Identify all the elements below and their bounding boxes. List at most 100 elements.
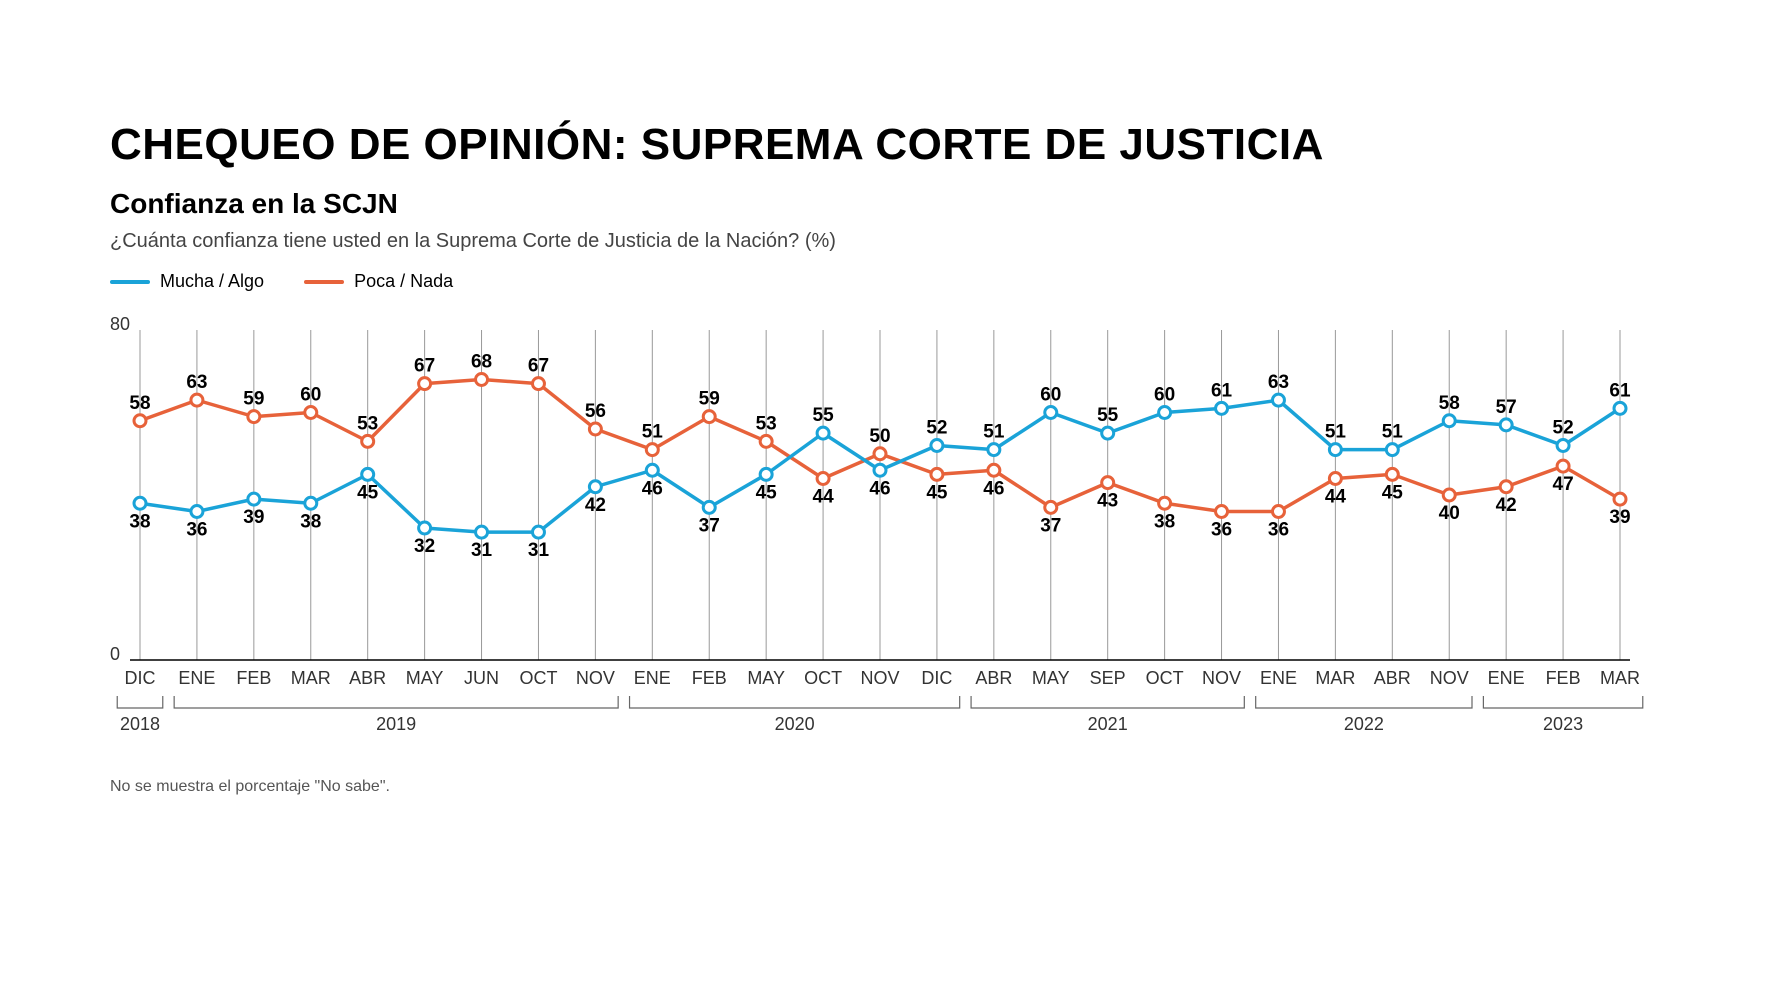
month-label: SEP bbox=[1090, 668, 1126, 688]
marker-series1 bbox=[646, 464, 658, 476]
value-label-series1: 63 bbox=[1268, 372, 1289, 393]
value-label-series2: 38 bbox=[1154, 511, 1175, 532]
value-label-series2: 42 bbox=[1496, 495, 1517, 516]
month-label: MAR bbox=[291, 668, 331, 688]
chart-title: CHEQUEO DE OPINIÓN: SUPREMA CORTE DE JUS… bbox=[110, 120, 1666, 170]
legend-swatch-series1 bbox=[110, 280, 150, 284]
marker-series1 bbox=[1557, 440, 1569, 452]
year-label: 2018 bbox=[120, 714, 160, 734]
marker-series2 bbox=[760, 435, 772, 447]
footnote: No se muestra el porcentaje "No sabe". bbox=[110, 778, 1666, 796]
month-label: ABR bbox=[349, 668, 386, 688]
value-label-series1: 39 bbox=[243, 507, 264, 528]
value-label-series1: 51 bbox=[983, 422, 1005, 443]
marker-series2 bbox=[362, 435, 374, 447]
value-label-series2: 56 bbox=[585, 401, 606, 422]
value-label-series2: 36 bbox=[1268, 520, 1289, 541]
marker-series1 bbox=[874, 464, 886, 476]
month-label: JUN bbox=[464, 668, 499, 688]
month-label: NOV bbox=[1202, 668, 1241, 688]
value-label-series2: 39 bbox=[1609, 507, 1630, 528]
marker-series2 bbox=[1102, 477, 1114, 489]
month-label: MAY bbox=[1032, 668, 1070, 688]
month-label: FEB bbox=[236, 668, 271, 688]
legend-label-series2: Poca / Nada bbox=[354, 271, 453, 292]
marker-series1 bbox=[1102, 427, 1114, 439]
value-label-series1: 45 bbox=[357, 482, 379, 503]
value-label-series2: 37 bbox=[1040, 515, 1061, 536]
value-label-series1: 60 bbox=[1040, 385, 1061, 406]
value-label-series1: 52 bbox=[1553, 418, 1574, 439]
value-label-series2: 45 bbox=[926, 482, 948, 503]
marker-series1 bbox=[817, 427, 829, 439]
value-label-series1: 61 bbox=[1211, 380, 1233, 401]
y-tick-max: 80 bbox=[110, 314, 130, 334]
year-bracket bbox=[1256, 696, 1472, 708]
marker-series2 bbox=[1614, 493, 1626, 505]
marker-series1 bbox=[532, 526, 544, 538]
month-label: MAY bbox=[747, 668, 785, 688]
marker-series1 bbox=[419, 522, 431, 534]
marker-series1 bbox=[1329, 444, 1341, 456]
month-label: OCT bbox=[804, 668, 842, 688]
value-label-series2: 59 bbox=[243, 389, 264, 410]
marker-series2 bbox=[931, 468, 943, 480]
month-label: ENE bbox=[634, 668, 671, 688]
year-bracket bbox=[630, 696, 960, 708]
month-label: ENE bbox=[178, 668, 215, 688]
line-chart: 8005838633659396038534567326831673156425… bbox=[110, 300, 1666, 770]
year-label: 2023 bbox=[1543, 714, 1583, 734]
value-label-series2: 67 bbox=[414, 356, 435, 377]
marker-series2 bbox=[1443, 489, 1455, 501]
chart-subtitle: Confianza en la SCJN bbox=[110, 188, 1666, 220]
value-label-series1: 36 bbox=[186, 520, 207, 541]
month-label: ENE bbox=[1488, 668, 1525, 688]
value-label-series1: 38 bbox=[129, 511, 150, 532]
value-label-series1: 31 bbox=[528, 540, 550, 561]
legend-item-series1: Mucha / Algo bbox=[110, 271, 264, 292]
legend-swatch-series2 bbox=[304, 280, 344, 284]
marker-series2 bbox=[1386, 468, 1398, 480]
marker-series1 bbox=[1272, 394, 1284, 406]
value-label-series2: 60 bbox=[300, 385, 321, 406]
marker-series2 bbox=[134, 415, 146, 427]
month-label: FEB bbox=[1546, 668, 1581, 688]
month-label: ENE bbox=[1260, 668, 1297, 688]
marker-series2 bbox=[248, 411, 260, 423]
marker-series2 bbox=[1216, 506, 1228, 518]
year-label: 2022 bbox=[1344, 714, 1384, 734]
y-tick-min: 0 bbox=[110, 644, 120, 664]
marker-series1 bbox=[191, 506, 203, 518]
marker-series2 bbox=[1500, 481, 1512, 493]
marker-series1 bbox=[1614, 402, 1626, 414]
marker-series2 bbox=[1159, 497, 1171, 509]
marker-series2 bbox=[817, 473, 829, 485]
month-label: OCT bbox=[519, 668, 557, 688]
marker-series1 bbox=[988, 444, 1000, 456]
value-label-series1: 37 bbox=[699, 515, 720, 536]
value-label-series2: 46 bbox=[983, 478, 1004, 499]
year-bracket bbox=[174, 696, 618, 708]
month-label: NOV bbox=[1430, 668, 1469, 688]
value-label-series2: 67 bbox=[528, 356, 549, 377]
marker-series2 bbox=[1045, 501, 1057, 513]
value-label-series2: 51 bbox=[642, 422, 664, 443]
month-label: NOV bbox=[576, 668, 615, 688]
month-label: MAY bbox=[406, 668, 444, 688]
month-label: FEB bbox=[692, 668, 727, 688]
marker-series1 bbox=[1386, 444, 1398, 456]
marker-series1 bbox=[305, 497, 317, 509]
year-label: 2019 bbox=[376, 714, 416, 734]
month-label: DIC bbox=[125, 668, 156, 688]
marker-series1 bbox=[703, 501, 715, 513]
value-label-series2: 50 bbox=[869, 426, 890, 447]
value-label-series1: 32 bbox=[414, 536, 435, 557]
marker-series1 bbox=[1443, 415, 1455, 427]
marker-series2 bbox=[1272, 506, 1284, 518]
month-label: DIC bbox=[921, 668, 952, 688]
value-label-series1: 51 bbox=[1382, 422, 1404, 443]
marker-series2 bbox=[589, 423, 601, 435]
month-label: MAR bbox=[1600, 668, 1640, 688]
value-label-series2: 47 bbox=[1553, 474, 1574, 495]
marker-series1 bbox=[134, 497, 146, 509]
